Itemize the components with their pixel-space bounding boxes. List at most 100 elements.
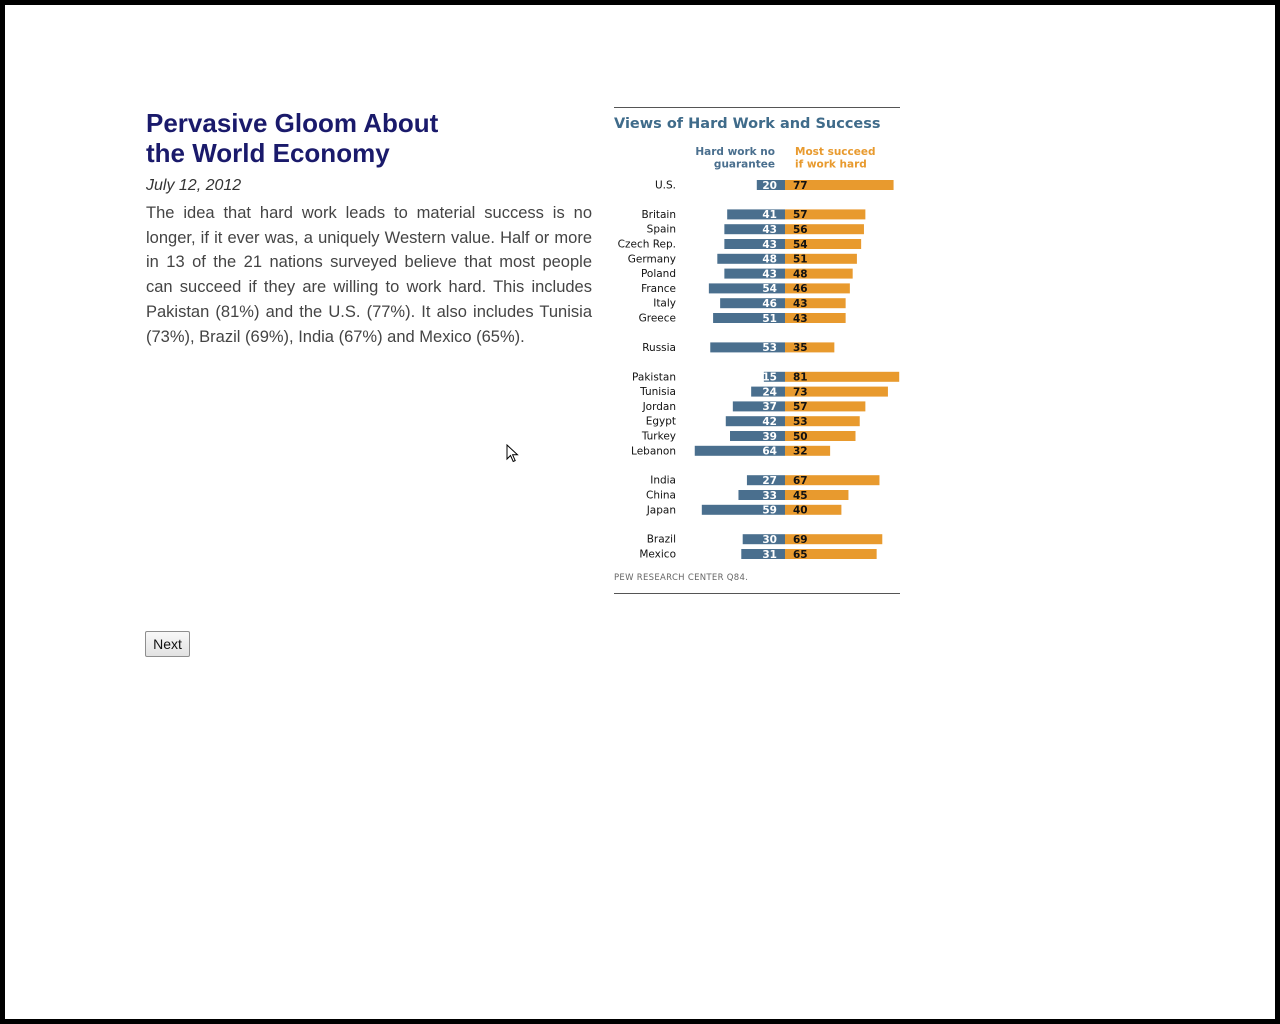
value-label-most-succeed-japan: 40 xyxy=(793,505,808,517)
chart-figure: Views of Hard Work and Success Hard work … xyxy=(614,107,900,594)
value-label-most-succeed-russia: 35 xyxy=(793,342,808,354)
country-label-turkey: Turkey xyxy=(641,431,676,443)
value-label-most-succeed-lebanon: 32 xyxy=(793,446,808,458)
bar-hard-work-no-guarantee-india xyxy=(746,475,785,486)
country-label-china: China xyxy=(646,490,676,502)
value-label-most-succeed-france: 46 xyxy=(793,283,808,295)
value-label-most-succeed-china: 45 xyxy=(793,490,808,502)
hard-work-chart: Views of Hard Work and Success Hard work … xyxy=(614,107,900,594)
value-label-most-succeed-turkey: 50 xyxy=(793,431,808,443)
bar-most-succeed-india xyxy=(785,475,880,486)
country-label-lebanon: Lebanon xyxy=(631,445,676,457)
bar-most-succeed-lebanon xyxy=(785,445,831,456)
bar-most-succeed-mexico xyxy=(785,549,877,559)
value-label-hard-work-no-guarantee-greece: 51 xyxy=(762,313,777,325)
value-label-hard-work-no-guarantee-u-s: 20 xyxy=(762,180,777,192)
value-label-hard-work-no-guarantee-japan: 59 xyxy=(762,505,777,517)
value-label-hard-work-no-guarantee-poland: 43 xyxy=(762,268,777,280)
bar-hard-work-no-guarantee-brazil xyxy=(742,534,785,545)
value-label-hard-work-no-guarantee-britain: 41 xyxy=(762,209,777,221)
country-label-japan: Japan xyxy=(646,504,676,516)
value-label-hard-work-no-guarantee-turkey: 39 xyxy=(762,431,777,443)
value-label-hard-work-no-guarantee-spain: 43 xyxy=(762,224,777,236)
bar-hard-work-no-guarantee-czech-rep xyxy=(724,239,785,249)
bar-most-succeed-jordan xyxy=(785,401,866,412)
country-label-russia: Russia xyxy=(642,342,676,354)
bar-most-succeed-russia xyxy=(785,342,835,353)
bar-most-succeed-japan xyxy=(785,504,842,515)
chart-title: Views of Hard Work and Success xyxy=(614,116,881,132)
country-label-poland: Poland xyxy=(641,268,676,280)
series-header-hard-work-no-guarantee: Hard work no xyxy=(695,146,775,158)
series-header-hard-work-no-guarantee: guarantee xyxy=(714,159,775,171)
bar-hard-work-no-guarantee-poland xyxy=(724,268,785,279)
bar-most-succeed-u-s xyxy=(785,180,894,190)
country-label-mexico: Mexico xyxy=(639,549,676,561)
value-label-most-succeed-germany: 51 xyxy=(793,254,808,266)
bar-hard-work-no-guarantee-pakistan xyxy=(763,371,785,382)
series-header-most-succeed: Most succeed xyxy=(795,146,876,158)
value-label-hard-work-no-guarantee-germany: 48 xyxy=(762,254,777,266)
value-label-most-succeed-britain: 57 xyxy=(793,209,808,221)
value-label-most-succeed-spain: 56 xyxy=(793,224,808,236)
value-label-most-succeed-jordan: 57 xyxy=(793,401,808,413)
bar-hard-work-no-guarantee-turkey xyxy=(730,431,785,441)
bar-most-succeed-brazil xyxy=(785,534,883,545)
bar-hard-work-no-guarantee-jordan xyxy=(732,401,785,412)
country-label-brazil: Brazil xyxy=(647,534,676,546)
bar-hard-work-no-guarantee-italy xyxy=(720,298,785,309)
next-button[interactable]: Next xyxy=(145,631,190,657)
bar-most-succeed-china xyxy=(785,490,849,500)
chart-source-note: PEW RESEARCH CENTER Q84. xyxy=(614,573,748,583)
bar-most-succeed-czech-rep xyxy=(785,239,862,249)
bar-hard-work-no-guarantee-greece xyxy=(713,313,785,323)
value-label-hard-work-no-guarantee-india: 27 xyxy=(762,475,777,487)
value-label-hard-work-no-guarantee-tunisia: 24 xyxy=(762,386,777,398)
bar-hard-work-no-guarantee-france xyxy=(708,283,785,294)
bar-hard-work-no-guarantee-lebanon xyxy=(694,445,785,456)
bar-most-succeed-spain xyxy=(785,224,864,235)
value-label-hard-work-no-guarantee-jordan: 37 xyxy=(762,401,777,413)
bar-most-succeed-italy xyxy=(785,298,846,309)
value-label-hard-work-no-guarantee-china: 33 xyxy=(762,490,777,502)
country-label-india: India xyxy=(650,475,676,487)
country-label-egypt: Egypt xyxy=(646,416,676,428)
bar-hard-work-no-guarantee-spain xyxy=(724,224,785,235)
country-label-germany: Germany xyxy=(628,253,676,265)
value-label-most-succeed-egypt: 53 xyxy=(793,416,808,428)
value-label-most-succeed-brazil: 69 xyxy=(793,534,808,546)
series-header-most-succeed: if work hard xyxy=(795,159,867,171)
bar-hard-work-no-guarantee-tunisia xyxy=(751,386,785,397)
value-label-hard-work-no-guarantee-mexico: 31 xyxy=(762,549,777,561)
country-label-tunisia: Tunisia xyxy=(639,386,676,398)
country-label-greece: Greece xyxy=(639,313,676,325)
bar-most-succeed-greece xyxy=(785,313,846,323)
article-title: Pervasive Gloom About the World Economy xyxy=(146,108,486,168)
country-label-britain: Britain xyxy=(641,209,676,221)
value-label-hard-work-no-guarantee-italy: 46 xyxy=(762,298,777,310)
mouse-pointer-icon xyxy=(506,444,519,463)
bar-most-succeed-poland xyxy=(785,268,853,279)
bar-hard-work-no-guarantee-china xyxy=(738,490,785,500)
value-label-most-succeed-u-s: 77 xyxy=(793,180,808,192)
bar-most-succeed-france xyxy=(785,283,850,294)
bar-hard-work-no-guarantee-russia xyxy=(710,342,785,353)
bar-most-succeed-pakistan xyxy=(785,371,900,382)
country-label-italy: Italy xyxy=(653,298,676,310)
country-label-u-s: U.S. xyxy=(655,180,676,192)
bar-hard-work-no-guarantee-mexico xyxy=(741,549,785,559)
bar-hard-work-no-guarantee-britain xyxy=(727,209,785,220)
value-label-most-succeed-mexico: 65 xyxy=(793,549,808,561)
country-label-czech-rep: Czech Rep. xyxy=(618,239,676,251)
value-label-hard-work-no-guarantee-lebanon: 64 xyxy=(762,446,777,458)
country-label-france: France xyxy=(641,283,676,295)
bar-hard-work-no-guarantee-japan xyxy=(701,504,785,515)
article-date: July 12, 2012 xyxy=(146,177,242,194)
value-label-hard-work-no-guarantee-brazil: 30 xyxy=(762,534,777,546)
bar-most-succeed-tunisia xyxy=(785,386,888,397)
page: Pervasive Gloom About the World Economy … xyxy=(5,5,1275,1019)
bar-hard-work-no-guarantee-germany xyxy=(717,253,785,264)
value-label-hard-work-no-guarantee-czech-rep: 43 xyxy=(762,239,777,251)
article-title-line-1: Pervasive Gloom About xyxy=(146,108,439,138)
bar-most-succeed-germany xyxy=(785,253,857,264)
